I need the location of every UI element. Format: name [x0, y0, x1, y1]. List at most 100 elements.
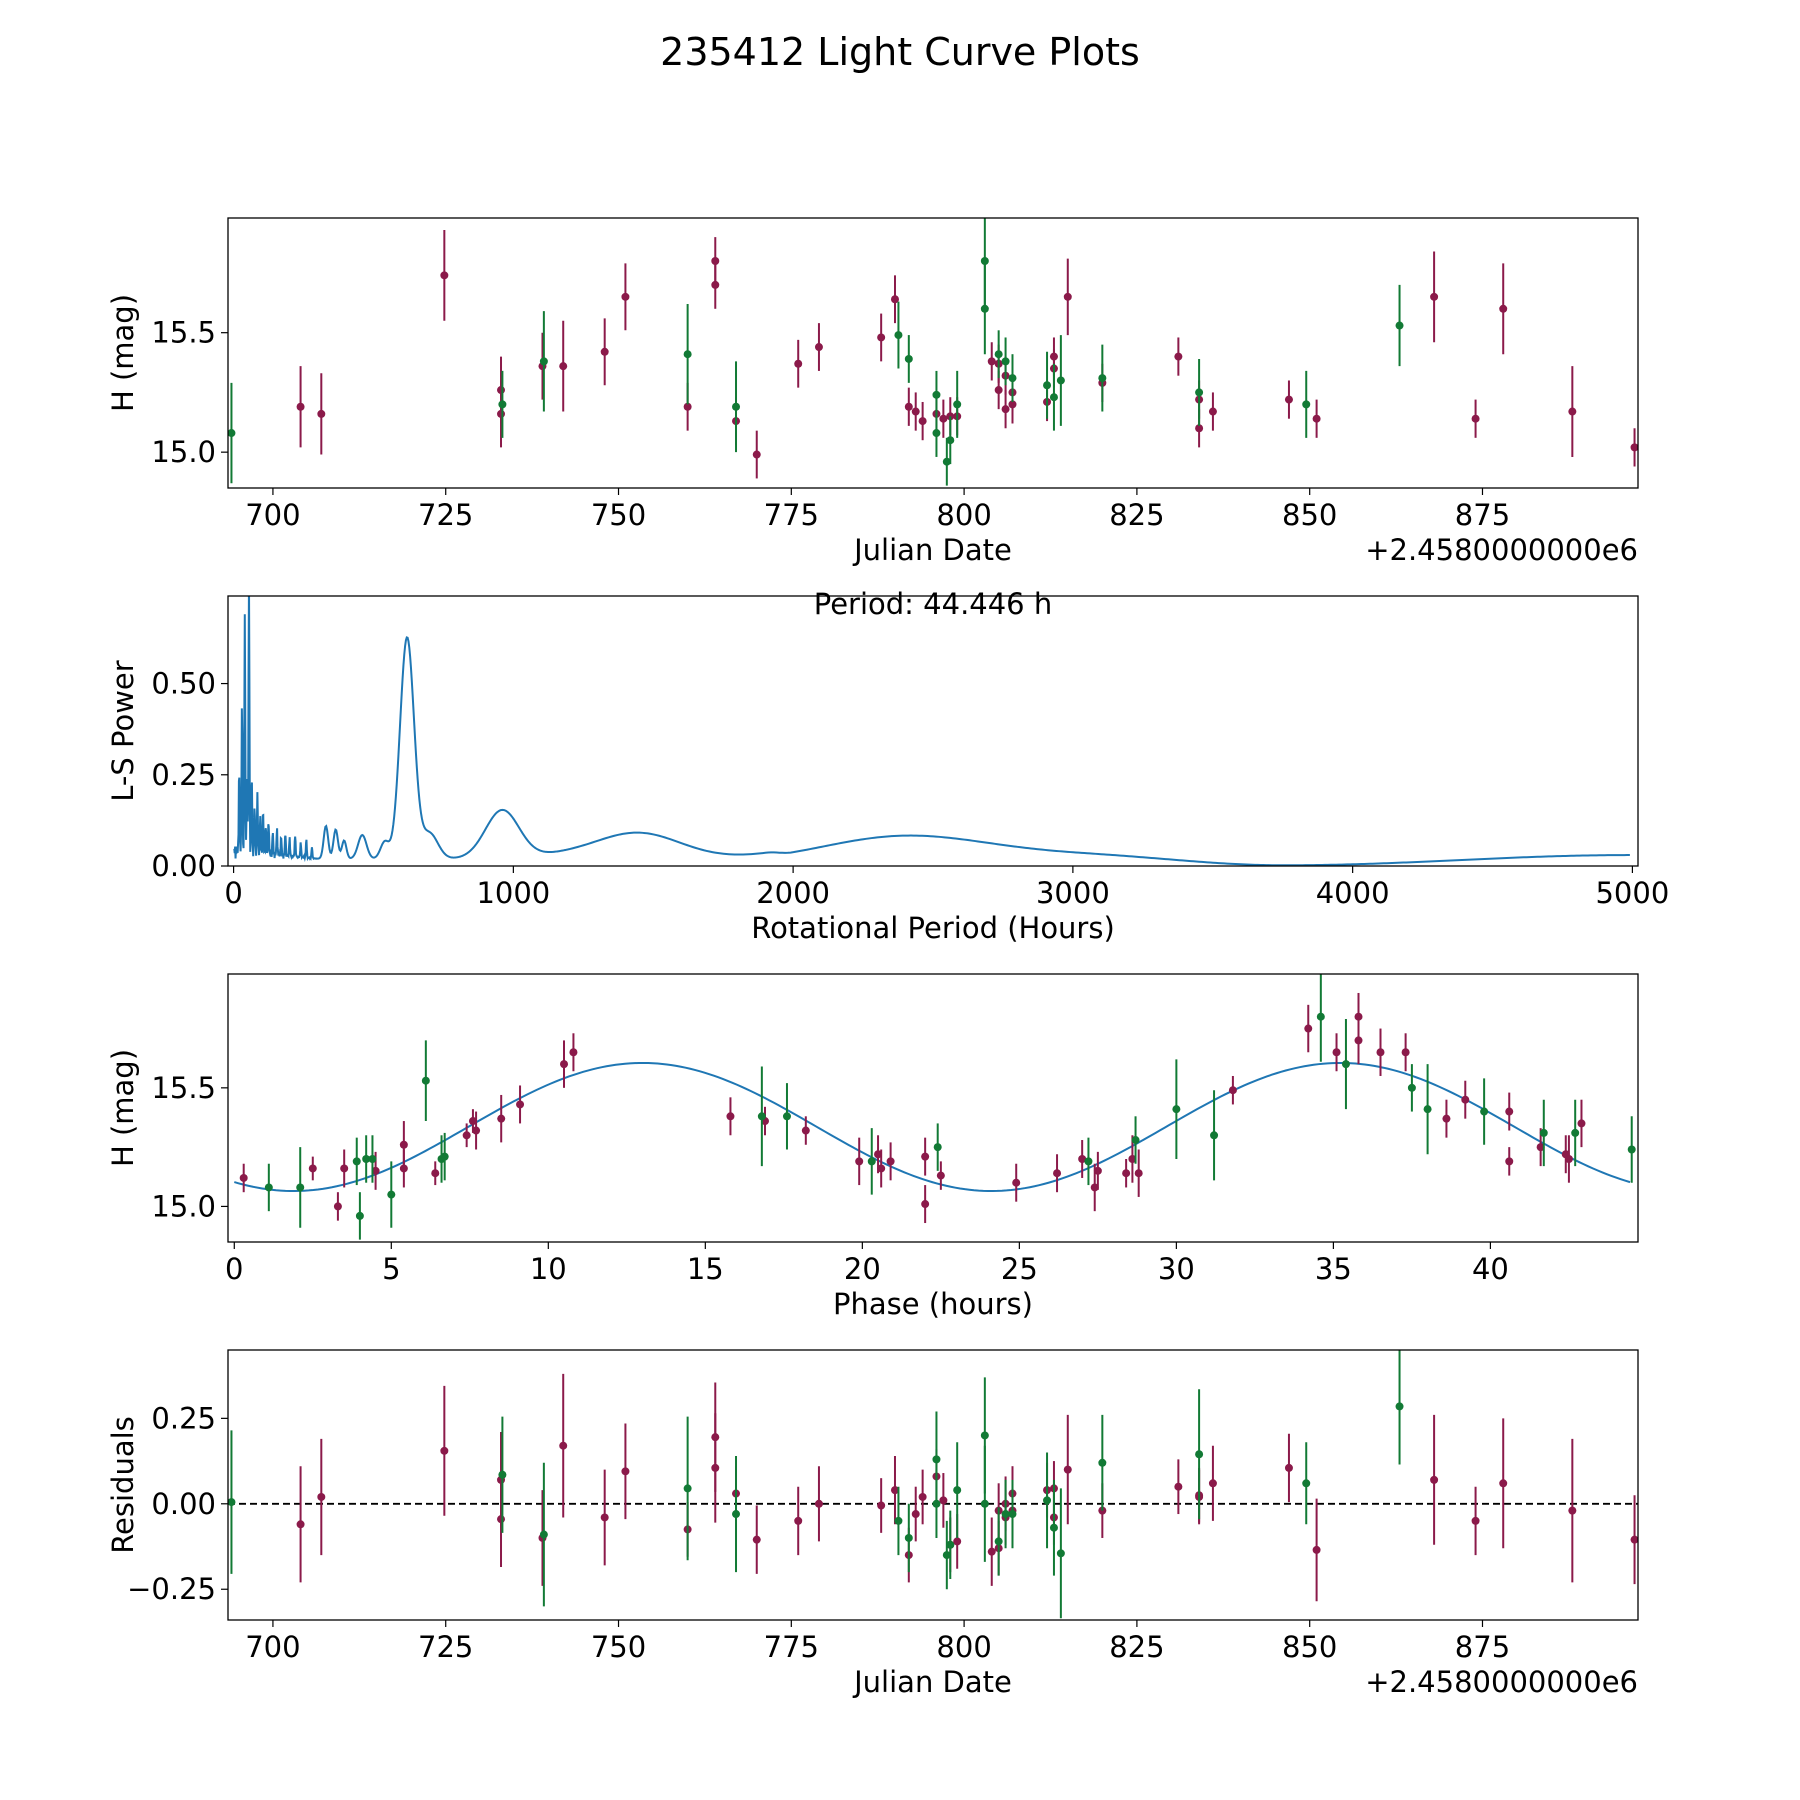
data-point-maroon — [1195, 424, 1204, 433]
data-point-green — [953, 1486, 962, 1495]
data-point-maroon — [1430, 292, 1439, 301]
x-offset-label: +2.4580000000e6 — [1365, 533, 1638, 567]
data-point-maroon — [1063, 292, 1072, 301]
data-point-maroon — [1174, 352, 1183, 361]
data-point-maroon — [877, 1164, 886, 1173]
y-tick-label: 15.0 — [151, 435, 216, 469]
data-point-maroon — [462, 1131, 471, 1140]
data-point-maroon — [1284, 1463, 1293, 1472]
x-tick-label: 40 — [1472, 1252, 1509, 1286]
data-point-green — [946, 436, 955, 445]
data-point-green — [498, 400, 507, 409]
y-tick-label: −0.25 — [127, 1572, 216, 1606]
data-point-green — [932, 1455, 941, 1464]
data-point-maroon — [1536, 1143, 1545, 1152]
data-point-green — [352, 1157, 361, 1166]
data-point-maroon — [939, 1496, 948, 1505]
data-point-green — [894, 331, 903, 340]
panel-residuals: 700 725 750 775 800 825 850 875 −0.25 0.00 0.25 Jul… — [106, 1349, 1639, 1699]
data-point-maroon — [918, 417, 927, 426]
data-point-maroon — [911, 407, 920, 416]
data-point-maroon — [1122, 1169, 1131, 1178]
data-point-maroon — [752, 1535, 761, 1544]
data-point-maroon — [921, 1152, 930, 1161]
data-point-maroon — [1430, 1475, 1439, 1484]
data-point-maroon — [1332, 1048, 1341, 1057]
data-point-maroon — [1401, 1048, 1410, 1057]
data-point-maroon — [317, 1492, 326, 1501]
data-point-green — [296, 1183, 305, 1192]
data-point-green — [1316, 1012, 1325, 1021]
x-tick-label: 5 — [382, 1252, 400, 1286]
data-point-maroon — [1312, 414, 1321, 423]
data-point-green — [1049, 1523, 1058, 1532]
data-point-green — [732, 1510, 741, 1519]
data-point-green — [980, 257, 989, 266]
data-point-maroon — [1442, 1114, 1451, 1123]
x-axis-label: Julian Date — [852, 533, 1012, 567]
data-point-maroon — [468, 1117, 477, 1126]
data-point-maroon — [1208, 407, 1217, 416]
data-point-green — [1195, 388, 1204, 397]
data-point-green — [421, 1076, 430, 1085]
x-tick-label: 2000 — [756, 876, 830, 910]
data-point-maroon — [1630, 1535, 1638, 1544]
data-point-green — [932, 1499, 941, 1508]
data-point-maroon — [794, 1516, 803, 1525]
data-point-green — [264, 1183, 273, 1192]
data-point-maroon — [726, 1112, 735, 1121]
data-point-green — [1395, 1402, 1404, 1411]
data-point-maroon — [1284, 395, 1293, 404]
data-point-maroon — [1001, 405, 1010, 414]
data-point-maroon — [1012, 1178, 1021, 1187]
data-point-maroon — [1577, 1119, 1586, 1128]
data-point-maroon — [371, 1166, 380, 1175]
data-point-maroon — [814, 343, 823, 352]
y-axis-label: L-S Power — [106, 660, 140, 801]
y-tick-label: 0.25 — [151, 1401, 216, 1435]
data-point-green — [1049, 393, 1058, 402]
data-point-maroon — [333, 1202, 342, 1211]
data-point-maroon — [600, 347, 609, 356]
data-point-maroon — [874, 1150, 883, 1159]
data-point-maroon — [1499, 304, 1508, 313]
data-point-green — [980, 1499, 989, 1508]
data-point-green — [683, 1484, 692, 1493]
data-point-green — [1001, 1510, 1010, 1519]
data-point-maroon — [1090, 1183, 1099, 1192]
figure-title: 235412 Light Curve Plots — [660, 30, 1140, 74]
data-point-maroon — [1312, 1545, 1321, 1554]
x-tick-label: 875 — [1455, 1630, 1510, 1664]
data-point-maroon — [516, 1100, 525, 1109]
data-point-green — [683, 350, 692, 359]
x-tick-label: 1000 — [476, 876, 550, 910]
x-tick-label: 30 — [1158, 1252, 1195, 1286]
data-point-green — [387, 1190, 396, 1199]
data-point-green — [933, 1143, 942, 1152]
y-axis-label: H (mag) — [106, 1049, 140, 1167]
data-point-green — [980, 1431, 989, 1440]
periodogram-line — [233, 596, 1630, 866]
data-point-green — [228, 1498, 236, 1507]
x-offset-label: +2.4580000000e6 — [1365, 1665, 1638, 1699]
y-tick-label: 0.00 — [151, 1487, 216, 1521]
data-point-maroon — [994, 386, 1003, 395]
data-point-green — [1172, 1105, 1181, 1114]
data-point-green — [994, 1537, 1003, 1546]
data-point-maroon — [600, 1513, 609, 1522]
data-point-green — [994, 350, 1003, 359]
data-point-maroon — [918, 1492, 927, 1501]
data-point-maroon — [1471, 1516, 1480, 1525]
x-tick-label: 825 — [1109, 498, 1164, 532]
data-point-green — [904, 354, 913, 363]
x-tick-label: 700 — [245, 498, 300, 532]
x-tick-label: 20 — [844, 1252, 881, 1286]
data-point-green — [980, 304, 989, 313]
data-point-maroon — [239, 1173, 248, 1182]
data-point-maroon — [1568, 407, 1577, 416]
data-point-maroon — [569, 1048, 578, 1057]
x-tick-label: 850 — [1282, 498, 1337, 532]
data-point-maroon — [1564, 1154, 1573, 1163]
data-point-green — [867, 1157, 876, 1166]
